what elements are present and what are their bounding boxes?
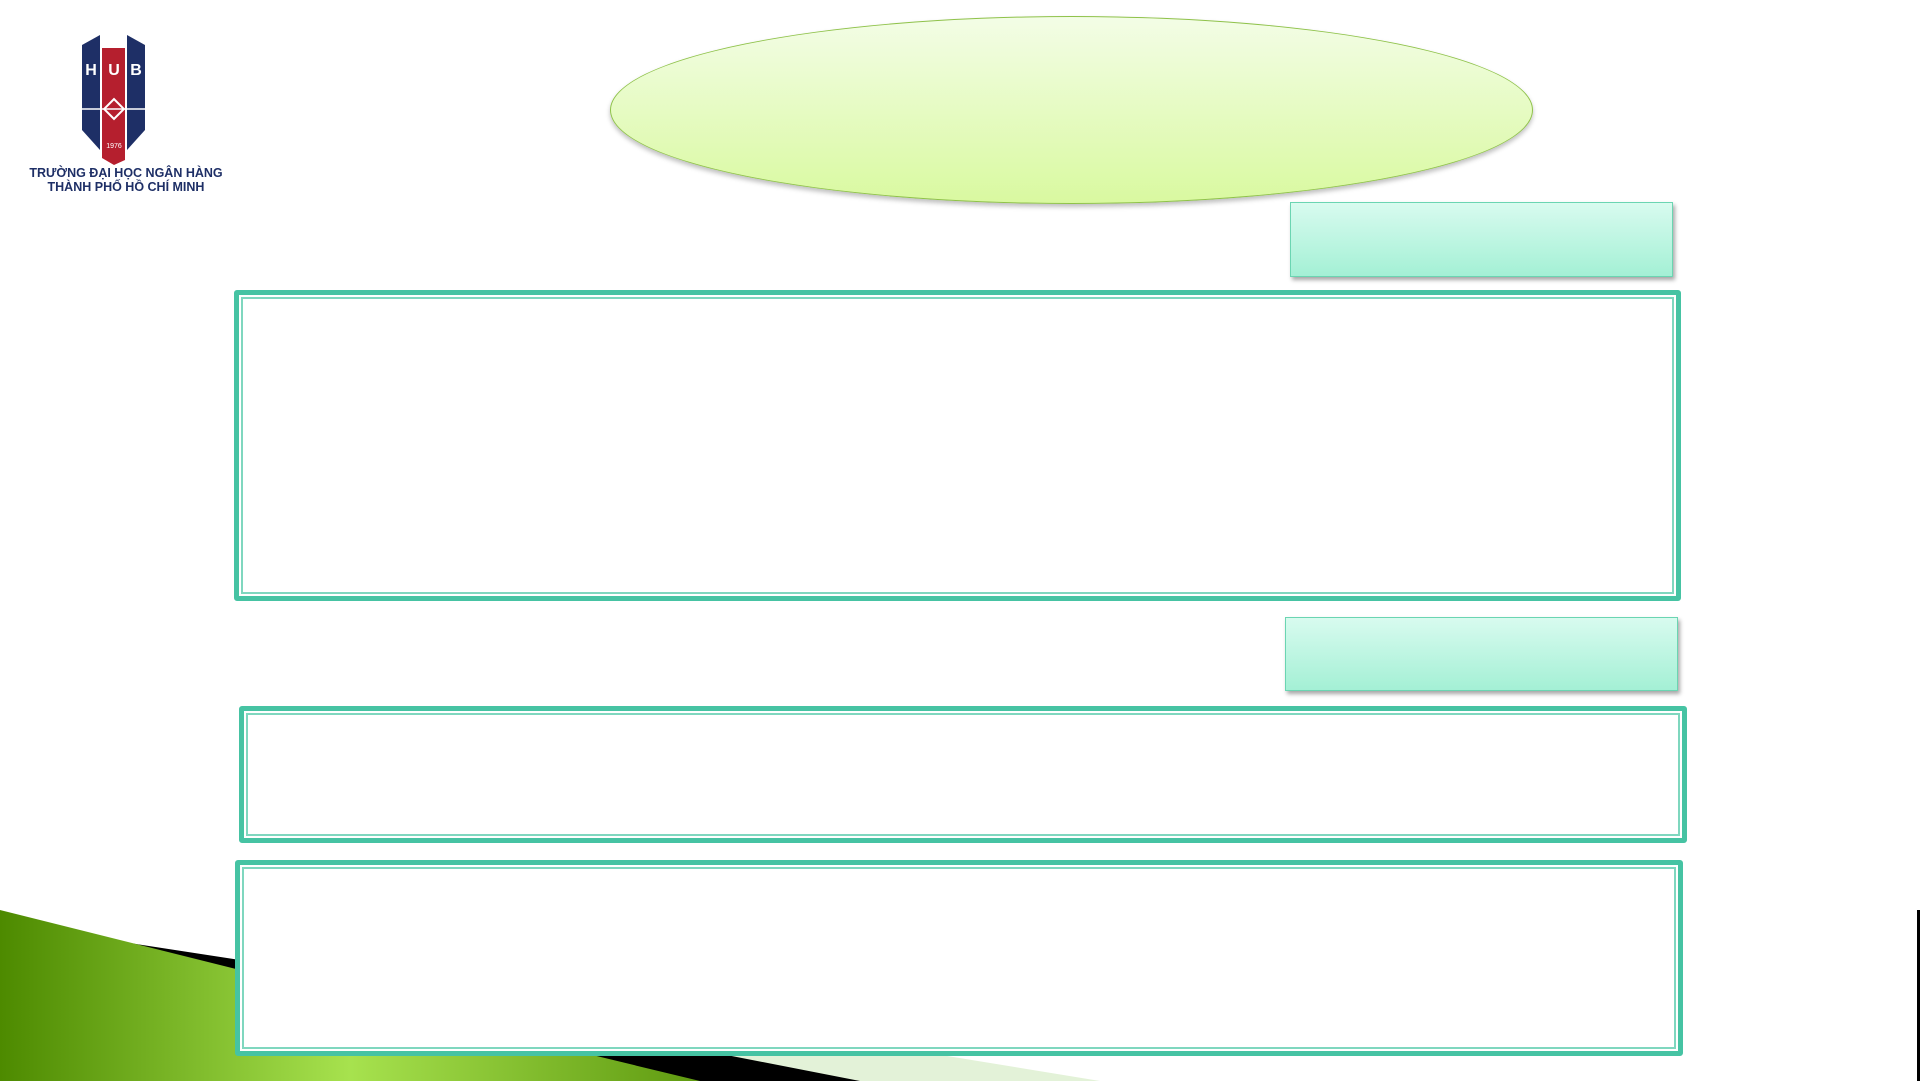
university-name: TRƯỜNG ĐẠI HỌC NGÂN HÀNG THÀNH PHỐ HỒ CH… [0,166,252,194]
content-box-3 [235,860,1683,1056]
section-label-1 [1290,202,1673,277]
title-ellipse [610,16,1533,204]
svg-text:H: H [85,62,97,79]
svg-text:1976: 1976 [106,143,122,150]
university-logo: H U B 1976 [20,30,235,200]
university-name-line1: TRƯỜNG ĐẠI HỌC NGÂN HÀNG [29,166,223,180]
section-label-2 [1285,617,1678,691]
content-box-1 [234,290,1681,601]
content-box-2 [239,706,1687,843]
svg-text:B: B [130,62,142,79]
university-name-line2: THÀNH PHỐ HỒ CHÍ MINH [47,180,205,194]
svg-text:U: U [108,62,120,79]
